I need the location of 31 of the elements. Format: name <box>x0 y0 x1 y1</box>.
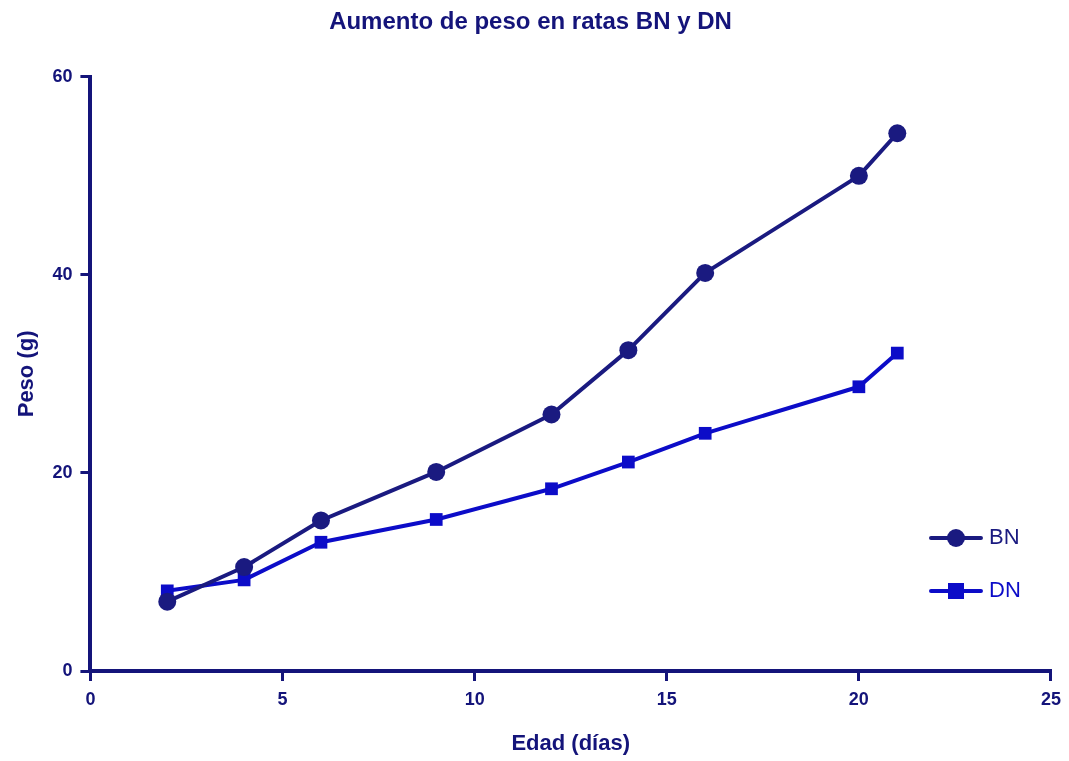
point <box>696 263 715 282</box>
point <box>890 346 904 360</box>
point <box>621 455 635 469</box>
x-tick-label: 0 <box>85 688 96 709</box>
y-tick-label: 40 <box>52 263 73 284</box>
point <box>545 482 558 496</box>
point <box>314 535 328 549</box>
x-axis-title: Edad (días) <box>511 729 630 755</box>
point <box>888 124 907 143</box>
x-tick-label: 15 <box>656 688 677 709</box>
y-tick-label: 0 <box>62 659 73 680</box>
chart-title: Aumento de peso en ratas BN y DN <box>329 7 732 35</box>
y-tick-label: 60 <box>52 65 73 86</box>
point <box>698 426 712 440</box>
point <box>311 511 330 530</box>
x-tick-label: 20 <box>848 688 869 709</box>
legend-label: BN <box>988 524 1020 550</box>
point <box>427 462 446 481</box>
point <box>429 513 443 526</box>
point <box>852 380 866 394</box>
point <box>619 341 638 360</box>
x-tick-label: 25 <box>1040 688 1061 709</box>
x-tick-label: 10 <box>464 688 485 709</box>
point <box>235 558 254 577</box>
legend-label: DN <box>988 577 1021 603</box>
x-tick-label: 5 <box>277 688 288 709</box>
y-axis-title: Peso (g) <box>13 330 39 418</box>
point <box>849 166 868 185</box>
y-tick-label: 20 <box>52 461 73 482</box>
point <box>542 405 561 424</box>
point <box>158 592 177 611</box>
